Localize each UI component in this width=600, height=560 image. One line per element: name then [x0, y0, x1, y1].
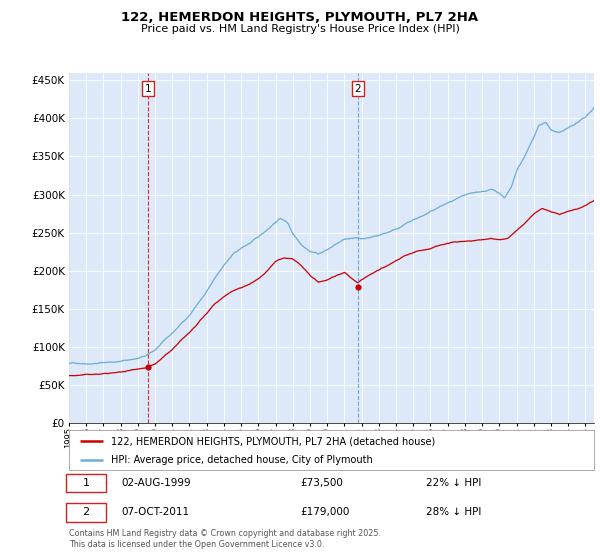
Text: Price paid vs. HM Land Registry's House Price Index (HPI): Price paid vs. HM Land Registry's House … [140, 24, 460, 34]
Text: 1: 1 [83, 478, 89, 488]
Text: 22% ↓ HPI: 22% ↓ HPI [426, 478, 481, 488]
Text: £179,000: £179,000 [300, 507, 349, 517]
Point [353, 282, 362, 291]
Text: 1: 1 [145, 83, 151, 94]
Text: HPI: Average price, detached house, City of Plymouth: HPI: Average price, detached house, City… [111, 455, 373, 465]
Text: 07-OCT-2011: 07-OCT-2011 [121, 507, 190, 517]
Text: 122, HEMERDON HEIGHTS, PLYMOUTH, PL7 2HA (detached house): 122, HEMERDON HEIGHTS, PLYMOUTH, PL7 2HA… [111, 436, 435, 446]
FancyBboxPatch shape [67, 503, 106, 521]
Text: 02-AUG-1999: 02-AUG-1999 [121, 478, 191, 488]
Text: 2: 2 [355, 83, 361, 94]
Text: 28% ↓ HPI: 28% ↓ HPI [426, 507, 481, 517]
Text: 122, HEMERDON HEIGHTS, PLYMOUTH, PL7 2HA: 122, HEMERDON HEIGHTS, PLYMOUTH, PL7 2HA [121, 11, 479, 24]
Text: 2: 2 [83, 507, 89, 517]
FancyBboxPatch shape [67, 474, 106, 492]
Text: £73,500: £73,500 [300, 478, 343, 488]
Text: Contains HM Land Registry data © Crown copyright and database right 2025.
This d: Contains HM Land Registry data © Crown c… [69, 529, 381, 549]
Point [143, 362, 152, 371]
